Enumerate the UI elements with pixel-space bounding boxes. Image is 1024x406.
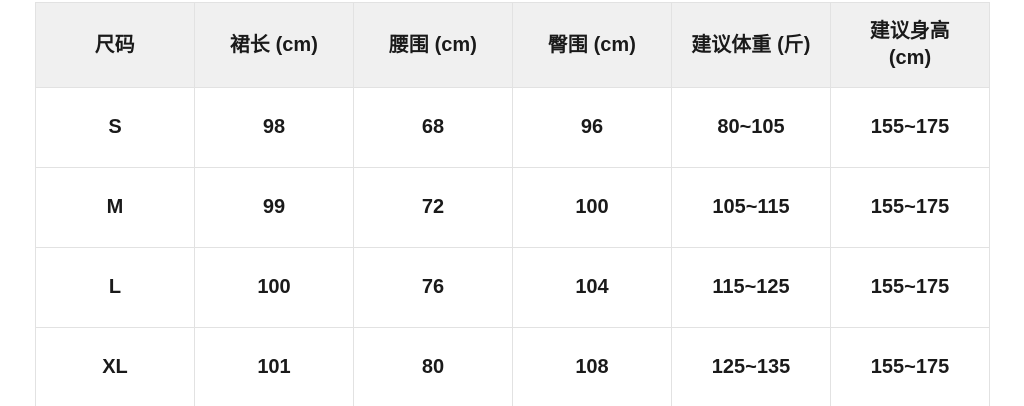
size-chart-header: 尺码 裙长 (cm) 腰围 (cm) 臀围 (cm) 建议体重 (斤) 建议身高… bbox=[35, 2, 990, 88]
cell-waist: 72 bbox=[353, 167, 513, 248]
cell-hip: 108 bbox=[512, 327, 672, 406]
cell-hip: 100 bbox=[512, 167, 672, 248]
size-chart-table: 尺码 裙长 (cm) 腰围 (cm) 臀围 (cm) 建议体重 (斤) 建议身高… bbox=[35, 2, 990, 406]
header-row: 尺码 裙长 (cm) 腰围 (cm) 臀围 (cm) 建议体重 (斤) 建议身高… bbox=[35, 2, 990, 88]
cell-waist: 80 bbox=[353, 327, 513, 406]
col-header-waist: 腰围 (cm) bbox=[353, 2, 513, 88]
table-row: S 98 68 96 80~105 155~175 bbox=[35, 87, 990, 168]
cell-size: L bbox=[35, 247, 195, 328]
cell-suggested-weight: 125~135 bbox=[671, 327, 831, 406]
cell-suggested-height: 155~175 bbox=[830, 87, 990, 168]
cell-suggested-height: 155~175 bbox=[830, 327, 990, 406]
col-header-suggested-height-label: 建议身高 (cm) bbox=[870, 20, 950, 69]
cell-size: M bbox=[35, 167, 195, 248]
col-header-skirt-length: 裙长 (cm) bbox=[194, 2, 354, 88]
cell-skirt-length: 98 bbox=[194, 87, 354, 168]
col-header-suggested-height: 建议身高 (cm) bbox=[830, 2, 990, 88]
cell-size: XL bbox=[35, 327, 195, 406]
table-row: XL 101 80 108 125~135 155~175 bbox=[35, 327, 990, 406]
col-header-size: 尺码 bbox=[35, 2, 195, 88]
col-header-hip: 臀围 (cm) bbox=[512, 2, 672, 88]
table-row: M 99 72 100 105~115 155~175 bbox=[35, 167, 990, 248]
cell-size: S bbox=[35, 87, 195, 168]
cell-skirt-length: 100 bbox=[194, 247, 354, 328]
cell-suggested-weight: 80~105 bbox=[671, 87, 831, 168]
cell-hip: 96 bbox=[512, 87, 672, 168]
cell-suggested-weight: 105~115 bbox=[671, 167, 831, 248]
table-row: L 100 76 104 115~125 155~175 bbox=[35, 247, 990, 328]
cell-skirt-length: 101 bbox=[194, 327, 354, 406]
cell-hip: 104 bbox=[512, 247, 672, 328]
cell-suggested-height: 155~175 bbox=[830, 247, 990, 328]
col-header-suggested-weight: 建议体重 (斤) bbox=[671, 2, 831, 88]
cell-skirt-length: 99 bbox=[194, 167, 354, 248]
cell-waist: 76 bbox=[353, 247, 513, 328]
size-chart-body: S 98 68 96 80~105 155~175 M 99 72 100 10… bbox=[35, 87, 990, 406]
cell-waist: 68 bbox=[353, 87, 513, 168]
cell-suggested-height: 155~175 bbox=[830, 167, 990, 248]
cell-suggested-weight: 115~125 bbox=[671, 247, 831, 328]
